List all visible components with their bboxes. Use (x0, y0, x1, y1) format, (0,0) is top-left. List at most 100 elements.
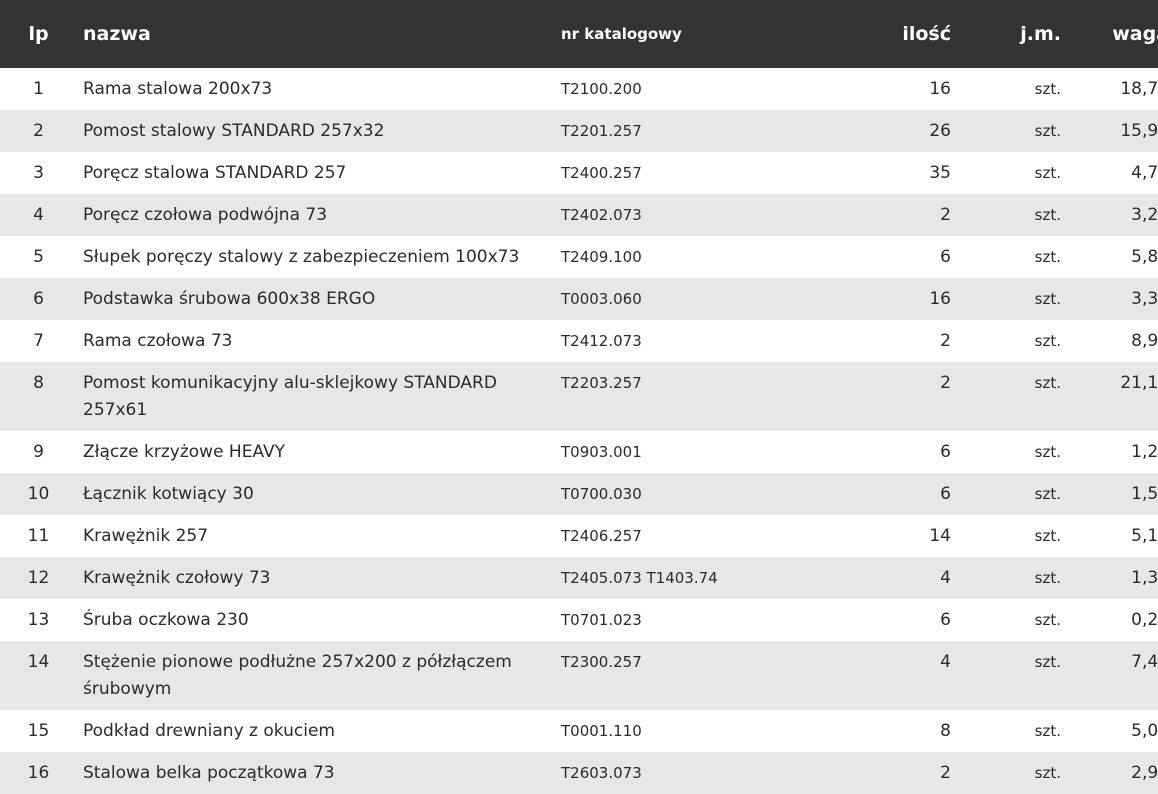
row-name: Rama czołowa 73 (83, 331, 233, 351)
row-quantity: 16 (929, 289, 951, 309)
row-weight: 4,70 (1131, 163, 1158, 183)
row-unit: szt. (1034, 332, 1061, 350)
row-quantity: 14 (929, 526, 951, 546)
row-weight: 1,50 (1131, 484, 1158, 504)
row-quantity: 6 (940, 442, 951, 462)
row-weight: 5,00 (1131, 721, 1158, 741)
row-name: Podstawka śrubowa 600x38 ERGO (83, 289, 376, 309)
row-lp: 15 (27, 721, 50, 741)
row-quantity: 4 (940, 652, 951, 672)
row-catalog-number: T2203.257 (561, 374, 642, 392)
row-name: Krawężnik czołowy 73 (83, 568, 271, 588)
row-name: Stalowa belka początkowa 73 (83, 763, 335, 783)
row-unit: szt. (1034, 443, 1061, 461)
row-catalog-number: T0001.110 (561, 722, 642, 740)
row-name: Złącze krzyżowe HEAVY (83, 442, 286, 462)
row-unit: szt. (1034, 527, 1061, 545)
row-name: Pomost komunikacyjny alu-sklejkowy STAND… (83, 373, 497, 420)
row-name: Rama stalowa 200x73 (83, 79, 273, 99)
row-lp: 7 (33, 331, 44, 351)
row-name: Słupek poręczy stalowy z zabezpieczeniem… (83, 247, 520, 267)
table-row: 8 Pomost komunikacyjny alu-sklejkowy STAN… (0, 362, 1158, 431)
row-catalog-number: T2400.257 (561, 164, 642, 182)
table-row: 4 Poręcz czołowa podwójna 73 T2402.073 2 szt… (0, 194, 1158, 236)
row-lp: 16 (27, 763, 50, 783)
table-row: 7 Rama czołowa 73 T2412.073 2 szt. 8,90 (0, 320, 1158, 362)
row-catalog-number: T2412.073 (561, 332, 642, 350)
row-name: Śruba oczkowa 230 (83, 610, 249, 630)
header-row: lp nazwa nr katalogowy ilość j.m. waga (0, 0, 1158, 68)
row-name: Łącznik kotwiący 30 (83, 484, 254, 504)
header-unit: j.m. (1020, 23, 1061, 45)
table-row: 14 Stężenie pionowe podłużne 257x200 z pó… (0, 641, 1158, 710)
row-unit: szt. (1034, 122, 1061, 140)
row-unit: szt. (1034, 722, 1061, 740)
row-unit: szt. (1034, 569, 1061, 587)
row-catalog-number: T2402.073 (561, 206, 642, 224)
row-lp: 9 (33, 442, 44, 462)
row-catalog-number: T2406.257 (561, 527, 642, 545)
row-name: Krawężnik 257 (83, 526, 209, 546)
row-weight: 1,30 (1131, 568, 1158, 588)
table-row: 13 Śruba oczkowa 230 T0701.023 6 szt. 0,27 (0, 599, 1158, 641)
row-lp: 1 (33, 79, 44, 99)
table-row: 11 Krawężnik 257 T2406.257 14 szt. 5,10 (0, 515, 1158, 557)
row-quantity: 6 (940, 610, 951, 630)
row-unit: szt. (1034, 764, 1061, 782)
row-name: Poręcz czołowa podwójna 73 (83, 205, 328, 225)
row-quantity: 2 (940, 205, 951, 225)
row-quantity: 6 (940, 484, 951, 504)
row-catalog-number: T0903.001 (561, 443, 642, 461)
table-row: 1 Rama stalowa 200x73 T2100.200 16 szt. 18,70 (0, 68, 1158, 110)
row-catalog-number: T2603.073 (561, 764, 642, 782)
row-unit: szt. (1034, 164, 1061, 182)
row-weight: 1,25 (1131, 442, 1158, 462)
table-row: 9 Złącze krzyżowe HEAVY T0903.001 6 szt. 1,25 (0, 431, 1158, 473)
row-weight: 15,92 (1120, 121, 1158, 141)
row-unit: szt. (1034, 653, 1061, 671)
table-body: 1 Rama stalowa 200x73 T2100.200 16 szt. 18,70… (0, 68, 1158, 794)
header-name: nazwa (83, 23, 151, 45)
header-quantity: ilość (902, 23, 951, 45)
table-header: lp nazwa nr katalogowy ilość j.m. waga (0, 0, 1158, 68)
row-weight: 3,30 (1131, 289, 1158, 309)
row-unit: szt. (1034, 611, 1061, 629)
row-lp: 13 (27, 610, 50, 630)
row-quantity: 26 (929, 121, 951, 141)
row-weight: 7,40 (1131, 652, 1158, 672)
table-row: 16 Stalowa belka początkowa 73 T2603.073 2 s… (0, 752, 1158, 794)
row-catalog-number: T2405.073 T1403.74 (561, 569, 718, 587)
row-unit: szt. (1034, 290, 1061, 308)
table-row: 3 Poręcz stalowa STANDARD 257 T2400.257 35 s… (0, 152, 1158, 194)
row-lp: 10 (27, 484, 50, 504)
row-catalog-number: T0700.030 (561, 485, 642, 503)
row-quantity: 6 (940, 247, 951, 267)
table-row: 2 Pomost stalowy STANDARD 257x32 T2201.257… (0, 110, 1158, 152)
row-catalog-number: T2409.100 (561, 248, 642, 266)
row-catalog-number: T2201.257 (561, 122, 642, 140)
row-lp: 12 (27, 568, 50, 588)
row-lp: 4 (33, 205, 44, 225)
row-unit: szt. (1034, 485, 1061, 503)
row-unit: szt. (1034, 374, 1061, 392)
row-catalog-number: T0003.060 (561, 290, 642, 308)
row-lp: 11 (27, 526, 50, 546)
row-name: Stężenie pionowe podłużne 257x200 z półz… (83, 652, 512, 699)
row-weight: 2,94 (1131, 763, 1158, 783)
table-row: 12 Krawężnik czołowy 73 T2405.073 T1403.74… (0, 557, 1158, 599)
table-row: 15 Podkład drewniany z okuciem T0001.110 8 s… (0, 710, 1158, 752)
row-unit: szt. (1034, 206, 1061, 224)
row-name: Poręcz stalowa STANDARD 257 (83, 163, 347, 183)
row-weight: 8,90 (1131, 331, 1158, 351)
row-quantity: 35 (929, 163, 951, 183)
row-weight: 0,27 (1131, 610, 1158, 630)
row-name: Pomost stalowy STANDARD 257x32 (83, 121, 385, 141)
row-catalog-number: T0701.023 (561, 611, 642, 629)
row-weight: 5,10 (1131, 526, 1158, 546)
row-name: Podkład drewniany z okuciem (83, 721, 335, 741)
row-weight: 5,80 (1131, 247, 1158, 267)
row-weight: 21,10 (1120, 373, 1158, 393)
table-row: 6 Podstawka śrubowa 600x38 ERGO T0003.060 1… (0, 278, 1158, 320)
row-quantity: 16 (929, 79, 951, 99)
row-weight: 3,20 (1131, 205, 1158, 225)
